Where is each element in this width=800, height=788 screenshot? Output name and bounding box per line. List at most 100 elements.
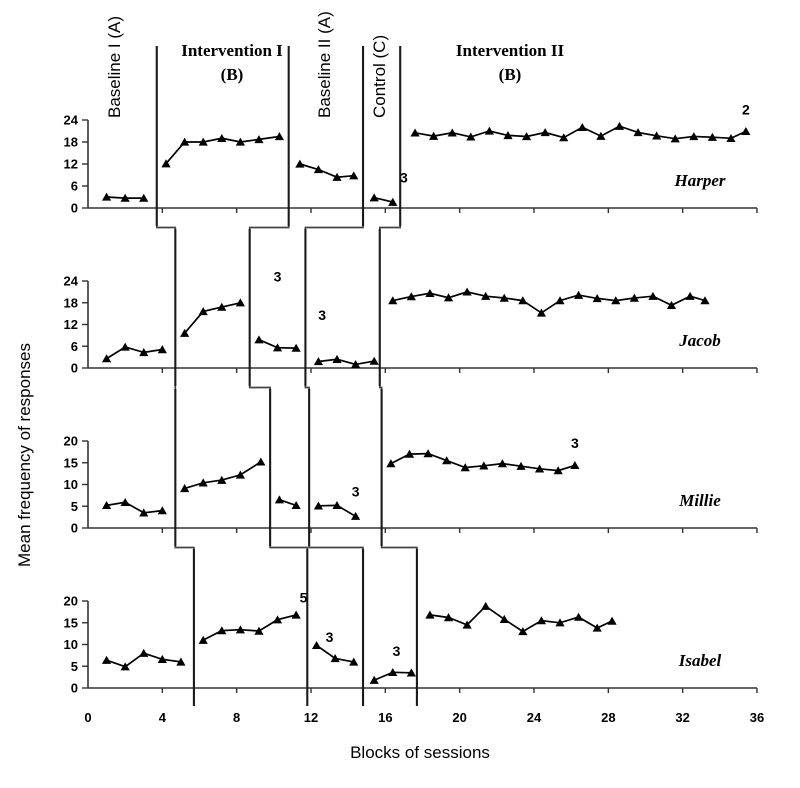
y-tick-label-isabel-20: 20 <box>64 594 78 609</box>
data-point-harper-2-1 <box>313 165 324 174</box>
data-point-isabel-1-5 <box>291 610 301 619</box>
x-tick-label-12: 12 <box>304 710 318 725</box>
data-point-jacob-1-2 <box>217 302 227 311</box>
data-point-jacob-3-2 <box>351 360 361 369</box>
data-point-harper-1-5 <box>254 135 264 144</box>
data-point-harper-4-18 <box>741 126 751 136</box>
data-point-jacob-4-17 <box>700 296 710 305</box>
data-point-harper-4-16 <box>707 132 717 141</box>
series-line-jacob-phase-0 <box>106 346 163 360</box>
data-point-isabel-1-2 <box>235 625 245 634</box>
data-point-jacob-4-5 <box>481 291 491 300</box>
data-point-millie-2-1 <box>291 501 301 510</box>
data-point-millie-1-3 <box>235 470 245 479</box>
data-point-harper-1-4 <box>235 137 245 146</box>
data-point-jacob-4-1 <box>406 292 416 301</box>
data-point-jacob-4-14 <box>648 291 658 300</box>
data-point-millie-1-0 <box>180 484 190 493</box>
data-point-jacob-4-9 <box>555 296 565 305</box>
data-point-isabel-4-10 <box>607 616 617 625</box>
data-point-harper-4-5 <box>503 131 513 140</box>
x-axis-title: Blocks of sessions <box>350 743 490 762</box>
phase-header-intervention-ii: Intervention II <box>456 41 565 60</box>
data-point-harper-4-3 <box>466 132 476 141</box>
data-point-isabel-1-1 <box>217 626 227 635</box>
y-tick-label-harper-0: 0 <box>71 201 78 216</box>
data-point-harper-4-15 <box>689 132 699 141</box>
phase-connector-2-1 <box>269 546 309 549</box>
y-tick-label-millie-10: 10 <box>64 477 78 492</box>
data-point-harper-1-3 <box>217 133 227 143</box>
data-point-jacob-4-0 <box>388 296 398 305</box>
data-point-millie-1-4 <box>256 457 266 466</box>
data-point-isabel-2-0 <box>311 641 322 650</box>
data-point-harper-2-3 <box>349 171 359 180</box>
data-point-millie-3-1 <box>332 501 342 510</box>
annotation-millie-1: 3 <box>571 435 579 451</box>
header-dividers <box>155 46 402 68</box>
data-point-harper-4-14 <box>670 134 680 143</box>
phase-connector-0-0 <box>155 226 177 229</box>
data-point-millie-0-2 <box>139 508 149 517</box>
data-point-harper-4-17 <box>726 133 736 143</box>
data-point-isabel-4-2 <box>462 620 472 629</box>
data-point-harper-0-0 <box>101 192 112 201</box>
data-point-millie-4-5 <box>479 461 489 470</box>
y-axis-title: Mean frequency of responses <box>15 343 34 567</box>
data-point-millie-4-3 <box>442 456 452 465</box>
annotation-harper-0: 3 <box>400 169 408 185</box>
phase-connector-2-0 <box>174 546 195 549</box>
series-line-isabel-phase-4 <box>429 605 613 633</box>
data-point-jacob-0-0 <box>101 354 112 363</box>
x-tick-label-16: 16 <box>378 710 392 725</box>
y-tick-label-isabel-10: 10 <box>64 637 78 652</box>
series-line-jacob-phase-3 <box>318 358 375 366</box>
data-point-isabel-1-0 <box>198 635 208 644</box>
data-point-millie-4-1 <box>404 449 415 458</box>
data-point-jacob-4-15 <box>666 300 677 309</box>
data-point-isabel-4-0 <box>425 610 435 619</box>
data-point-isabel-2-1 <box>330 654 340 663</box>
data-point-jacob-4-7 <box>518 296 528 305</box>
data-point-millie-4-2 <box>423 449 433 458</box>
data-point-isabel-3-1 <box>388 667 398 677</box>
data-point-isabel-1-3 <box>254 626 264 635</box>
data-point-isabel-4-7 <box>555 618 565 627</box>
y-tick-label-isabel-5: 5 <box>71 659 78 674</box>
data-point-harper-4-10 <box>596 131 606 140</box>
series-line-harper-phase-3 <box>374 196 393 203</box>
data-point-jacob-0-2 <box>139 348 149 357</box>
data-point-isabel-4-9 <box>592 623 602 632</box>
data-point-harper-4-2 <box>447 128 457 137</box>
data-point-harper-4-4 <box>484 126 494 135</box>
x-tick-label-28: 28 <box>601 710 615 725</box>
phase-connector-1-2 <box>304 386 310 389</box>
panel-jacob: 0 6 12 18 24 3 3 Jacob <box>64 229 758 386</box>
data-point-jacob-1-3 <box>235 298 245 307</box>
data-point-isabel-4-5 <box>518 627 528 636</box>
data-point-millie-4-9 <box>553 466 563 475</box>
data-point-harper-4-12 <box>633 128 643 137</box>
phase-header-intervention-i-sub: (B) <box>221 65 244 84</box>
data-point-harper-1-0 <box>161 159 171 168</box>
data-point-harper-2-2 <box>332 172 342 181</box>
data-point-millie-2-0 <box>274 495 285 504</box>
data-point-jacob-2-1 <box>272 343 283 352</box>
y-tick-label-isabel-15: 15 <box>64 615 78 630</box>
x-tick-label-36: 36 <box>750 710 764 725</box>
data-point-jacob-3-1 <box>332 354 342 363</box>
data-point-harper-1-1 <box>180 137 190 146</box>
data-point-jacob-4-10 <box>574 290 584 299</box>
data-point-isabel-0-0 <box>101 655 112 664</box>
phase-connector-0-1 <box>248 226 290 229</box>
phase-connector-2-2 <box>308 546 364 549</box>
y-tick-label-millie-15: 15 <box>64 455 78 470</box>
y-tick-label-jacob-24: 24 <box>64 274 79 289</box>
series-line-isabel-phase-1 <box>202 614 297 641</box>
data-point-jacob-4-16 <box>685 291 695 300</box>
panel-millie: 0 5 10 15 20 3 3 Millie <box>64 389 758 546</box>
data-point-isabel-1-4 <box>272 615 283 624</box>
data-point-jacob-4-6 <box>499 293 509 302</box>
